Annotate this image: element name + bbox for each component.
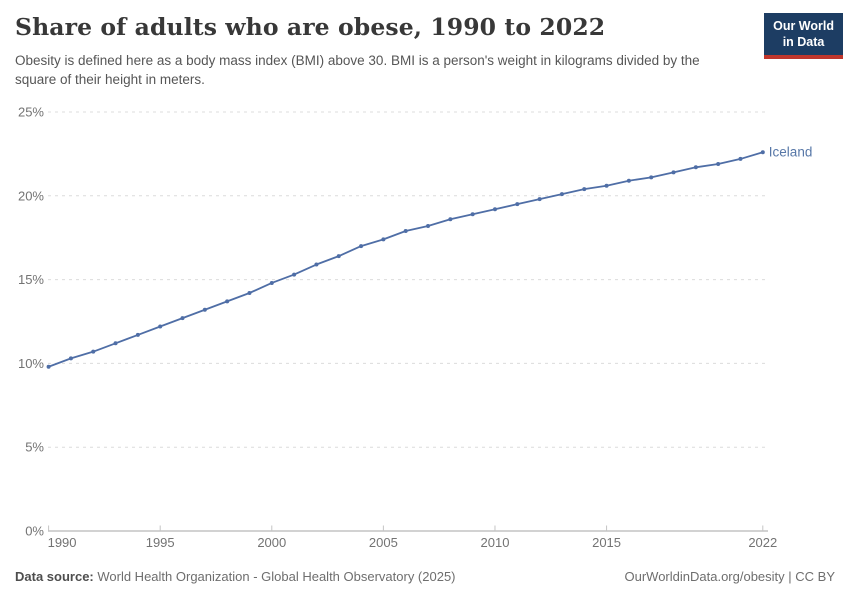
iceland-line[interactable]	[48, 151, 764, 368]
x-axis-tick-label: 2010	[481, 535, 510, 550]
data-point[interactable]	[202, 307, 207, 312]
data-source-label: Data source:	[15, 569, 94, 584]
data-point[interactable]	[448, 217, 453, 222]
data-point[interactable]	[403, 228, 408, 233]
x-axis-tick-label: 1995	[146, 535, 175, 550]
data-point[interactable]	[492, 207, 497, 212]
data-point[interactable]	[582, 187, 587, 192]
x-axis-tick-label: 2005	[369, 535, 398, 550]
data-point[interactable]	[113, 341, 118, 346]
data-point[interactable]	[537, 197, 542, 202]
owid-logo-line1: Our World	[773, 19, 834, 33]
data-point[interactable]	[626, 178, 631, 183]
data-point[interactable]	[515, 202, 520, 207]
data-point[interactable]	[91, 349, 96, 354]
data-point[interactable]	[671, 170, 676, 175]
data-source: Data source: World Health Organization -…	[15, 569, 456, 584]
data-point[interactable]	[716, 161, 721, 166]
y-axis-tick-label: 25%	[18, 105, 44, 120]
data-point[interactable]	[314, 262, 319, 267]
data-point[interactable]	[135, 332, 140, 337]
data-point[interactable]	[738, 156, 743, 161]
data-point[interactable]	[292, 272, 297, 277]
data-point[interactable]	[247, 291, 252, 296]
data-point[interactable]	[381, 237, 386, 242]
owid-logo-line2: in Data	[782, 34, 825, 49]
data-point[interactable]	[180, 316, 185, 321]
x-axis-tick-label: 2015	[592, 535, 621, 550]
data-point[interactable]	[693, 165, 698, 170]
data-point[interactable]	[359, 244, 364, 249]
y-axis-tick-label: 5%	[25, 440, 44, 455]
chart-subtitle: Obesity is defined here as a body mass i…	[15, 53, 700, 88]
data-point[interactable]	[158, 324, 163, 329]
x-axis-tick-label: 1990	[48, 535, 77, 550]
data-point[interactable]	[269, 280, 274, 285]
x-axis-tick-label: 2000	[257, 535, 286, 550]
y-axis-tick-label: 20%	[18, 188, 44, 203]
data-point[interactable]	[604, 183, 609, 188]
page-title: Share of adults who are obese, 1990 to 2…	[15, 13, 606, 41]
data-point[interactable]	[649, 175, 654, 180]
data-point[interactable]	[470, 212, 475, 217]
data-point[interactable]	[336, 254, 341, 259]
license-link[interactable]: OurWorldinData.org/obesity | CC BY	[624, 569, 836, 584]
data-point[interactable]	[225, 299, 230, 304]
data-source-text: World Health Organization - Global Healt…	[93, 569, 456, 584]
data-point[interactable]	[760, 150, 765, 155]
y-axis-tick-label: 10%	[18, 356, 44, 371]
data-point[interactable]	[46, 364, 51, 369]
data-point[interactable]	[426, 223, 431, 228]
series-label-iceland[interactable]: Iceland	[769, 145, 813, 160]
x-axis-tick-label: 2022	[748, 535, 777, 550]
chart-footer: Data source: World Health Organization -…	[15, 569, 835, 584]
y-axis-tick-label: 0%	[25, 524, 44, 539]
owid-logo[interactable]: Our World in Data	[764, 13, 843, 60]
data-point[interactable]	[68, 356, 73, 361]
y-axis-tick-label: 15%	[18, 272, 44, 287]
data-point[interactable]	[559, 192, 564, 197]
